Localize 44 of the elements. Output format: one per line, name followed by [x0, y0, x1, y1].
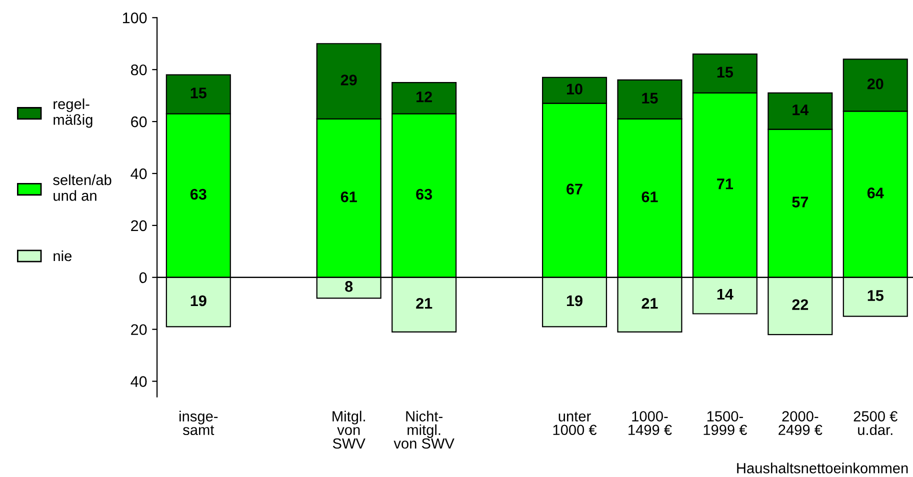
- x-tick-label: Mitgl. von SWV: [332, 410, 366, 449]
- legend-label: nie: [54, 250, 72, 262]
- data-label: 15: [717, 66, 734, 78]
- data-label: 21: [642, 298, 658, 309]
- data-label: 29: [340, 74, 357, 86]
- y-tick-label: 0: [139, 272, 147, 284]
- data-label: 20: [867, 78, 884, 90]
- data-label: 19: [190, 295, 206, 306]
- x-tick-label: 2000- 2499 €: [778, 411, 822, 436]
- y-tick-label: 40: [130, 168, 147, 180]
- y-tick-label: 20: [131, 220, 147, 232]
- x-tick-label: Nicht- mitgl. von SWV: [394, 410, 454, 449]
- y-tick-label: 40: [130, 376, 147, 387]
- data-label: 8: [345, 281, 353, 292]
- data-label: 21: [416, 298, 432, 309]
- y-tick-label: 100: [122, 12, 147, 24]
- data-label: 67: [566, 184, 582, 194]
- data-label: 10: [566, 84, 582, 94]
- data-label: 61: [642, 191, 658, 202]
- data-label: 14: [717, 289, 734, 300]
- x-tick-label: insge- samt: [180, 410, 218, 436]
- y-tick-label: 60: [131, 116, 147, 128]
- data-label: 19: [566, 295, 582, 306]
- data-label: 57: [792, 196, 808, 208]
- data-label: 15: [190, 88, 206, 98]
- data-label: 22: [792, 299, 808, 310]
- x-axis-title: Haushaltsnettoeinkommen: [737, 462, 908, 474]
- x-tick-label: 1000- 1499 €: [628, 411, 672, 436]
- data-label: 61: [340, 191, 357, 202]
- data-label: 63: [190, 188, 206, 200]
- x-tick-label: 2500 € u.dar.: [854, 411, 898, 436]
- x-tick-label: 1500- 1999 €: [704, 411, 748, 436]
- legend-label: selten/ab und an: [53, 174, 112, 201]
- data-label: 15: [868, 290, 884, 301]
- data-label: 14: [792, 104, 809, 116]
- data-label: 64: [867, 188, 884, 198]
- y-tick-label: 20: [131, 324, 147, 336]
- data-label: 71: [717, 178, 734, 190]
- data-label: 12: [416, 91, 432, 102]
- y-tick-label: 80: [130, 64, 147, 76]
- x-tick-label: unter 1000 €: [553, 412, 597, 436]
- data-label: 15: [642, 92, 658, 104]
- data-label: 63: [416, 188, 432, 200]
- legend-label: regel- mäßig: [54, 98, 92, 128]
